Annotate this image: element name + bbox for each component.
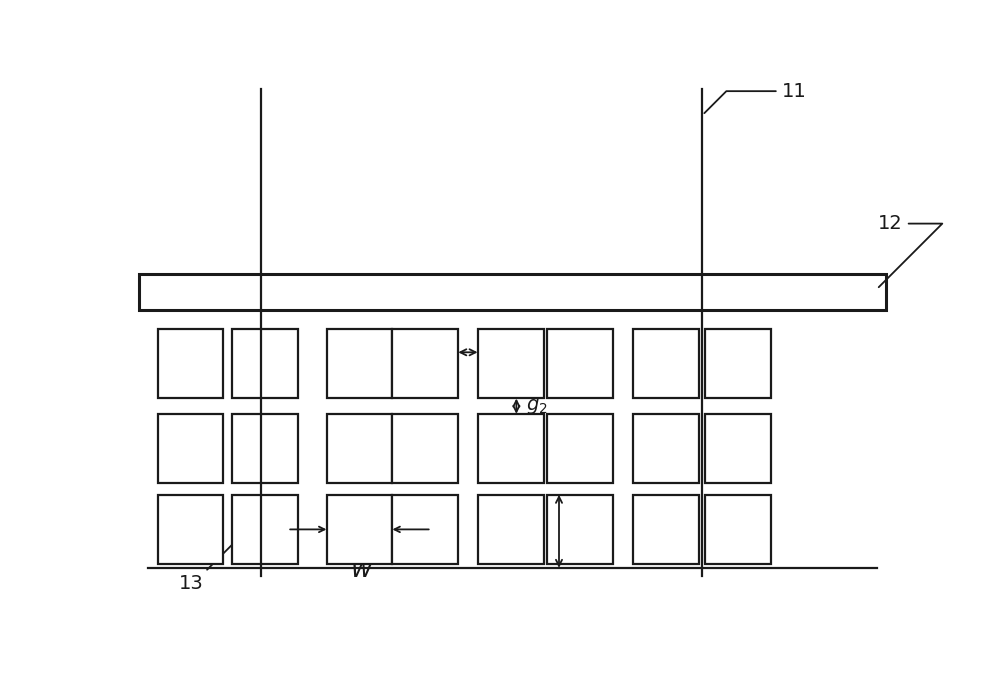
Bar <box>392 414 458 483</box>
Bar <box>326 329 392 399</box>
Bar <box>232 329 298 399</box>
Bar <box>392 495 458 564</box>
Bar <box>158 329 223 399</box>
Bar <box>158 495 223 564</box>
Bar <box>392 329 458 399</box>
Bar <box>232 495 298 564</box>
Bar <box>547 495 613 564</box>
Text: 11: 11 <box>704 81 806 113</box>
Text: $\mathit{w}$: $\mathit{w}$ <box>350 557 373 582</box>
Text: $t$: $t$ <box>568 518 580 540</box>
Text: 12: 12 <box>878 214 942 287</box>
Bar <box>478 329 544 399</box>
Text: $g_2$: $g_2$ <box>526 397 547 415</box>
Bar <box>326 495 392 564</box>
Bar <box>633 329 698 399</box>
Bar <box>705 414 771 483</box>
Bar <box>633 495 698 564</box>
Bar <box>633 414 698 483</box>
Bar <box>139 274 886 310</box>
Bar <box>478 414 544 483</box>
Text: $g_1$: $g_1$ <box>420 374 442 393</box>
Bar <box>705 329 771 399</box>
Bar <box>547 414 613 483</box>
Bar <box>478 495 544 564</box>
Bar <box>232 414 298 483</box>
Bar <box>705 495 771 564</box>
Text: 13: 13 <box>179 539 238 593</box>
Bar <box>158 414 223 483</box>
Bar <box>547 329 613 399</box>
Bar <box>326 414 392 483</box>
